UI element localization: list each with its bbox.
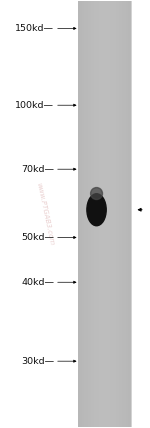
Text: 40kd—: 40kd— <box>21 278 54 287</box>
Text: 30kd—: 30kd— <box>21 357 54 366</box>
Text: 70kd—: 70kd— <box>21 165 54 174</box>
Text: 100kd—: 100kd— <box>15 101 54 110</box>
Text: 150kd—: 150kd— <box>15 24 54 33</box>
Bar <box>78 1 131 427</box>
Ellipse shape <box>87 194 106 226</box>
Ellipse shape <box>91 187 102 199</box>
Text: 50kd—: 50kd— <box>21 233 54 242</box>
Text: www.PTGAB3.com: www.PTGAB3.com <box>36 182 55 246</box>
